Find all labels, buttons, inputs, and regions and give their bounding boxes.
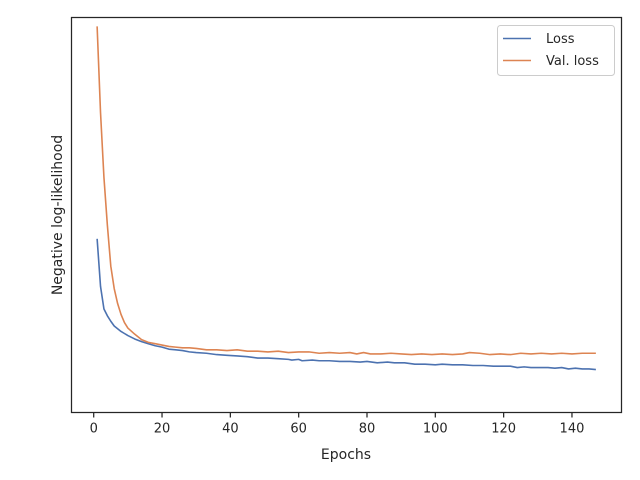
legend-label-loss: Loss <box>546 32 575 47</box>
legend-label-val-loss: Val. loss <box>546 54 599 69</box>
series-line-val-loss <box>96 26 596 356</box>
legend: Loss Val. loss <box>497 25 615 76</box>
x-tick-label: 40 <box>222 422 239 437</box>
x-tick-label: 80 <box>359 422 376 437</box>
series-line-loss <box>96 238 596 371</box>
x-tick-label: 100 <box>423 422 448 437</box>
series-lines <box>96 26 596 371</box>
x-tick-label: 140 <box>560 422 585 437</box>
x-axis: 0 20 40 60 80 100 120 140 <box>90 412 585 437</box>
y-axis-label: Negative log-likelihood <box>50 135 66 295</box>
x-tick-label: 120 <box>491 422 516 437</box>
x-tick-label: 0 <box>90 422 98 437</box>
x-axis-label: Epochs <box>321 447 371 463</box>
x-tick-label: 60 <box>290 422 307 437</box>
plot-frame <box>70 16 623 414</box>
x-tick-label: 20 <box>154 422 171 437</box>
